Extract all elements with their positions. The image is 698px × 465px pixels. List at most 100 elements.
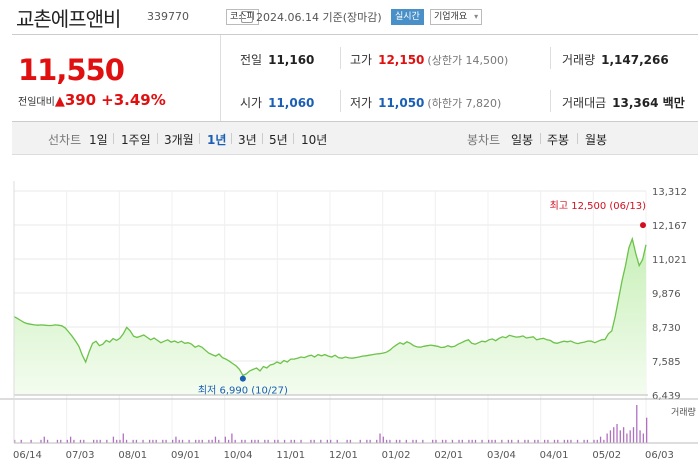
lower-limit: (하한가 7,820) [427,97,502,110]
volume-bar [181,439,184,443]
divider [550,47,551,69]
volume-bar [198,439,200,443]
volume-bar [313,439,315,443]
volume-bar [119,439,121,443]
volume-bar [165,439,167,443]
price-line [13,236,647,377]
open-price: 시가 11,060 [240,94,314,111]
volume-bar [320,439,322,443]
change-percent: +3.49% [101,91,166,109]
period-1d[interactable]: 1일 [89,133,108,147]
volume-bar [99,439,101,443]
up-arrow-icon: ▲ [54,94,65,109]
candle-daily[interactable]: 일봉 [511,133,534,147]
volume-bar [69,436,72,443]
volume-bar [395,439,398,443]
volume-bar [642,433,645,443]
volume-bar [501,439,503,443]
open-label: 시가 [240,96,263,110]
candle-monthly[interactable]: 월봉 [585,133,608,147]
volume-bar [385,439,388,443]
max-price-marker [640,222,646,229]
x-tick-label: 01/02 [382,450,411,461]
candle-weekly[interactable]: 주봉 [547,133,570,147]
y-tick-label: 11,021 [652,255,687,266]
volume-bar [83,439,85,443]
volume-bar [359,439,361,443]
volume-bar [567,439,569,443]
volume-bar [527,439,529,443]
divider [550,90,551,112]
volume-bar [122,433,124,443]
period-3m[interactable]: 3개월 [164,133,194,147]
volume-bar [445,439,447,443]
volume-bar [432,439,434,443]
volume-bar [517,439,519,443]
separator [540,133,541,144]
volume-bar [162,439,164,443]
volume-bar [537,439,539,443]
volume-bar [93,439,95,443]
separator [231,133,232,144]
volume-bar [224,436,226,443]
divider [340,47,341,69]
period-10y[interactable]: 10년 [301,133,328,147]
trade-amount: 거래대금 13,364 백만 [562,94,685,111]
x-tick-label: 08/01 [118,450,147,461]
volume-bar [30,439,32,443]
period-1w[interactable]: 1주일 [121,133,151,147]
volume-bar [382,436,384,443]
period-3y[interactable]: 3년 [238,133,257,147]
volume-bar [227,439,230,443]
volume-label: 거래량 [562,53,596,67]
volume-bar [195,439,197,443]
volume-bar [267,439,269,443]
low-label: 저가 [350,96,373,110]
volume-axis-label: 거래량 [671,406,696,418]
price-summary: 11,550 전일대비▲390 +3.49% 전일 11,160 고가 12,150(… [12,34,698,122]
period-1y[interactable]: 1년 [207,133,227,147]
volume-bar [468,439,470,443]
volume-bar [211,439,213,443]
volume-bar [626,433,628,443]
volume-bar [583,439,585,443]
volume-bar [300,439,302,443]
volume-bar [603,439,605,443]
volume-bar [557,439,559,443]
volume-bar [379,433,381,443]
separator [157,133,158,144]
high-label: 고가 [350,53,373,67]
volume-bar [461,439,463,443]
volume-bar [570,439,572,443]
volume-bar [609,430,612,443]
volume-bar [412,439,414,443]
volume: 거래량 1,147,266 [562,51,669,68]
volume-bar [208,439,210,443]
volume-bar [178,439,180,443]
volume-bar [112,436,115,443]
volume-bar [188,439,190,443]
min-price-marker [239,375,246,382]
volume-bar [293,439,296,443]
price-chart[interactable]: 13,312 12,167 11,021 9,876 8,730 7,585 6,439 06… [0,175,698,465]
price-area-fill [14,238,646,395]
volume-bar [214,436,217,443]
period-5y[interactable]: 5년 [269,133,288,147]
volume-bar [616,424,618,443]
volume-bar [553,439,556,443]
volume-bar [441,439,444,443]
realtime-button[interactable]: 실시간 [391,9,424,25]
y-tick-label: 8,730 [652,323,681,334]
volume-bar [46,439,49,443]
volume-bar [310,439,312,443]
x-tick-label: 10/04 [224,450,253,461]
volume-bar [507,439,510,443]
volume-bar [40,439,42,443]
volume-bar [451,439,454,443]
volume-bar [629,430,631,443]
volume-bar [494,439,496,443]
volume-bar [474,439,477,443]
company-info-dropdown[interactable]: 기업개요 [430,9,483,25]
amount-label: 거래대금 [562,96,607,110]
low-price: 저가 11,050 (하한가 7,820) [350,94,501,111]
